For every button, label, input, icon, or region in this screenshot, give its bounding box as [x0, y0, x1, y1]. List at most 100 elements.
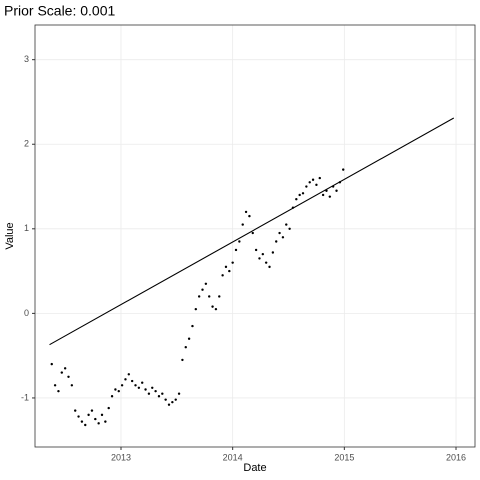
point [285, 223, 288, 226]
point [197, 295, 201, 298]
y-tick-label: -1 [21, 392, 29, 402]
point [231, 261, 234, 264]
point [194, 307, 198, 311]
point [281, 236, 285, 239]
point [50, 362, 53, 366]
x-tick-label: 2013 [111, 452, 131, 462]
point [100, 413, 104, 417]
point [181, 358, 184, 362]
point [268, 265, 271, 269]
point [77, 415, 80, 418]
point [134, 384, 137, 387]
y-axis-label: Value [4, 222, 16, 249]
point [94, 417, 97, 421]
point [228, 269, 231, 273]
point [275, 240, 278, 243]
point [144, 388, 147, 391]
point [147, 392, 151, 395]
point [167, 403, 171, 406]
point [130, 379, 134, 383]
point [84, 423, 87, 427]
x-tick-label: 2014 [223, 452, 243, 462]
point [295, 198, 298, 201]
point [60, 371, 64, 374]
point [305, 185, 308, 188]
point [258, 257, 261, 260]
point [311, 178, 315, 181]
point [238, 240, 241, 243]
point [187, 337, 191, 340]
point [117, 389, 120, 393]
point [120, 384, 124, 387]
point [244, 210, 248, 214]
point [278, 231, 281, 235]
point [110, 395, 114, 398]
point [214, 307, 218, 311]
point [251, 231, 254, 235]
point [97, 422, 100, 425]
point [208, 295, 211, 298]
point [171, 400, 174, 404]
point [261, 252, 265, 256]
point [53, 384, 57, 387]
point [104, 420, 107, 423]
x-axis-label: Date [243, 462, 266, 474]
point [87, 413, 90, 417]
point [151, 386, 154, 390]
point [254, 248, 258, 252]
point [211, 305, 214, 308]
point [124, 378, 127, 381]
point [177, 392, 181, 395]
point [80, 420, 84, 423]
point [90, 409, 94, 412]
point [328, 195, 332, 198]
x-tick-label: 2016 [446, 452, 466, 462]
point [248, 214, 251, 218]
point [321, 193, 325, 197]
point [164, 398, 167, 401]
point [264, 261, 268, 264]
point [107, 406, 110, 410]
point [221, 274, 224, 277]
point [204, 282, 208, 285]
point [271, 251, 275, 254]
point [114, 388, 117, 391]
point [224, 265, 228, 269]
point [218, 295, 221, 298]
panel-border [34, 24, 476, 448]
point [342, 168, 345, 171]
point [137, 386, 141, 390]
point [318, 176, 321, 180]
point [184, 346, 187, 349]
y-tick-label: 0 [24, 308, 29, 318]
point [308, 181, 311, 184]
point [141, 381, 144, 384]
point [154, 389, 157, 393]
point [157, 395, 161, 398]
point [288, 227, 291, 231]
point [174, 398, 177, 401]
trend-line [49, 117, 455, 346]
point [57, 389, 60, 393]
y-tick-label: 1 [24, 223, 29, 233]
point [67, 375, 70, 379]
x-tick-label: 2015 [334, 452, 354, 462]
point [301, 192, 305, 195]
point [335, 189, 338, 192]
chart-title: Prior Scale: 0.001 [4, 3, 115, 19]
panel [35, 25, 475, 447]
y-tick-label: 2 [24, 139, 29, 149]
point [70, 384, 74, 387]
point [234, 248, 238, 252]
point [241, 223, 244, 226]
point [201, 288, 204, 291]
point [63, 367, 67, 370]
point [127, 373, 131, 376]
point [315, 183, 318, 187]
point [298, 193, 301, 197]
point [191, 324, 194, 328]
point [161, 392, 164, 395]
point [74, 409, 77, 412]
y-tick-label: 3 [24, 54, 29, 64]
